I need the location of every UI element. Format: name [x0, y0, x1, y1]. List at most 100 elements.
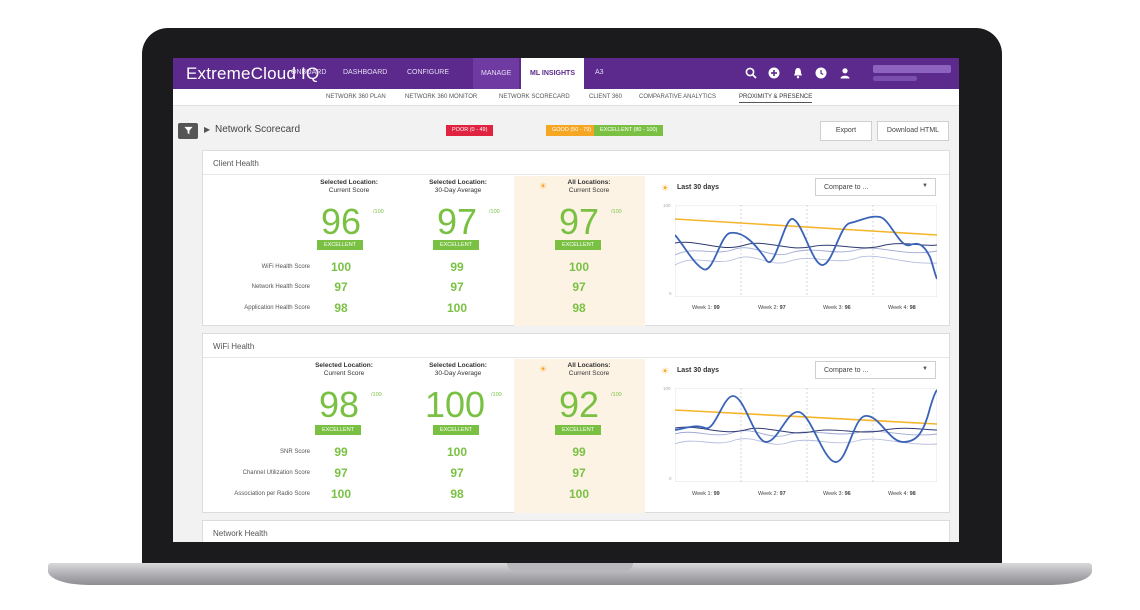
- sun-icon: ☀: [539, 181, 548, 191]
- export-button[interactable]: Export: [820, 121, 872, 141]
- row-label: Channel Utilization Score: [242, 470, 310, 476]
- row-value: 100: [330, 487, 352, 501]
- tab-configure[interactable]: CONFIGURE: [407, 69, 449, 76]
- average-score: 100: [424, 384, 486, 425]
- tab-manage[interactable]: MANAGE: [473, 58, 520, 89]
- filter-button[interactable]: [178, 123, 198, 139]
- subtab-network-scorecard[interactable]: NETWORK SCORECARD: [499, 94, 570, 100]
- row-value: 100: [446, 445, 468, 459]
- user-account-name[interactable]: [873, 65, 951, 73]
- bell-icon[interactable]: [791, 67, 804, 80]
- app-screen: ExtremeCloud IQ ONBOARD DASHBOARD CONFIG…: [173, 58, 959, 542]
- excellent-badge: EXCELLENT: [433, 240, 479, 250]
- all-locations-score: 92: [558, 384, 600, 425]
- chevron-down-icon: ▼: [922, 183, 928, 189]
- tab-dashboard[interactable]: DASHBOARD: [343, 69, 388, 76]
- chevron-down-icon: ▼: [922, 366, 928, 372]
- last-30-days-label: Last 30 days: [677, 367, 720, 374]
- clock-icon[interactable]: [814, 67, 827, 80]
- client-health-trend-chart: [675, 205, 937, 297]
- week-1-label: Week 1: 99: [692, 305, 720, 311]
- user-icon[interactable]: [838, 67, 851, 80]
- legend-poor: POOR (0 - 49): [446, 125, 494, 136]
- average-score-max: /100: [489, 209, 500, 215]
- week-2-label: Week 2: 97: [758, 305, 786, 311]
- download-html-button[interactable]: Download HTML: [877, 121, 949, 141]
- row-label: Association per Radio Score: [234, 491, 310, 497]
- page-title: Network Scorecard: [215, 124, 301, 135]
- week-3-label: Week 3: 96: [823, 305, 851, 311]
- last-30-days-label: Last 30 days: [677, 184, 720, 191]
- row-value: 100: [446, 301, 468, 315]
- axis-max-label: 100: [663, 203, 671, 208]
- wifi-health-panel: WiFi Health Selected Location: Current Sc…: [202, 333, 950, 513]
- row-label: SNR Score: [279, 449, 310, 455]
- row-value: 97: [334, 466, 348, 480]
- row-value: 97: [450, 280, 464, 294]
- row-value: 100: [568, 260, 590, 274]
- tab-a3[interactable]: A3: [595, 69, 604, 76]
- sub-navbar: NETWORK 360 PLAN NETWORK 360 MONITOR NET…: [173, 89, 959, 106]
- excellent-badge: EXCELLENT: [555, 240, 601, 250]
- row-value: 99: [450, 260, 464, 274]
- all-locations-score: 97: [558, 201, 600, 242]
- average-score: 97: [436, 201, 478, 242]
- network-health-title: Network Health: [203, 521, 949, 542]
- row-value: 97: [450, 466, 464, 480]
- expand-caret-icon[interactable]: ▶: [204, 125, 211, 134]
- user-company-name: [873, 76, 917, 81]
- col-head-average: Selected Location: 30-Day Average: [429, 179, 487, 194]
- row-value: 97: [572, 466, 586, 480]
- compare-to-select[interactable]: Compare to ... ▼: [815, 178, 936, 196]
- all-locations-score-max: /100: [611, 392, 622, 398]
- subtab-comparative-analytics[interactable]: COMPARATIVE ANALYTICS: [639, 94, 717, 100]
- axis-min-label: 0: [669, 291, 672, 296]
- client-health-panel: Client Health Selected Location: Current …: [202, 150, 950, 326]
- tab-ml-insights[interactable]: ML INSIGHTS: [521, 58, 584, 89]
- legend-excellent: EXCELLENT (80 - 100): [594, 125, 664, 136]
- brand-logo: ExtremeCloud IQ: [186, 64, 320, 83]
- subtab-network-360-monitor[interactable]: NETWORK 360 MONITOR: [405, 94, 478, 100]
- current-score-max: /100: [373, 209, 384, 215]
- week-1-label: Week 1: 99: [692, 491, 720, 497]
- axis-min-label: 0: [669, 476, 672, 481]
- average-score-max: /100: [491, 392, 502, 398]
- current-score: 98: [318, 384, 360, 425]
- laptop-base: [48, 563, 1092, 585]
- all-locations-score-max: /100: [611, 209, 622, 215]
- add-icon[interactable]: [767, 67, 780, 80]
- legend-good: GOOD (50 - 79): [546, 125, 598, 136]
- row-label: WiFi Health Score: [261, 264, 310, 270]
- col-head-all: All Locations: Current Score: [567, 179, 611, 194]
- col-head-all: All Locations: Current Score: [567, 362, 611, 377]
- week-4-label: Week 4: 98: [888, 491, 916, 497]
- col-head-current: Selected Location: Current Score: [320, 179, 378, 194]
- row-value: 100: [568, 487, 590, 501]
- row-value: 97: [572, 280, 586, 294]
- sun-icon: ☀: [661, 366, 670, 376]
- row-value: 98: [450, 487, 464, 501]
- week-4-label: Week 4: 98: [888, 305, 916, 311]
- wifi-health-title: WiFi Health: [203, 334, 949, 358]
- row-value: 97: [334, 280, 348, 294]
- compare-to-select[interactable]: Compare to ... ▼: [815, 361, 936, 379]
- row-value: 98: [334, 301, 348, 315]
- row-value: 100: [330, 260, 352, 274]
- subtab-client-360[interactable]: CLIENT 360: [589, 94, 622, 100]
- tab-onboard[interactable]: ONBOARD: [291, 69, 327, 76]
- client-health-title: Client Health: [203, 151, 949, 175]
- row-label: Application Health Score: [244, 305, 310, 311]
- excellent-badge: EXCELLENT: [315, 425, 361, 435]
- excellent-badge: EXCELLENT: [317, 240, 363, 250]
- current-score-max: /100: [371, 392, 382, 398]
- row-value: 99: [334, 445, 348, 459]
- subtab-network-360-plan[interactable]: NETWORK 360 PLAN: [326, 94, 386, 100]
- search-icon[interactable]: [744, 67, 757, 80]
- subtab-proximity-presence[interactable]: PROXIMITY & PRESENCE: [739, 94, 813, 103]
- row-value: 99: [572, 445, 586, 459]
- row-label: Network Health Score: [251, 284, 310, 290]
- axis-max-label: 100: [663, 386, 671, 391]
- col-head-current: Selected Location: Current Score: [315, 362, 373, 377]
- all-locations-column: [514, 359, 645, 513]
